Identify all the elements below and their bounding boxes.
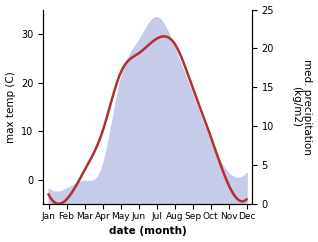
Y-axis label: max temp (C): max temp (C) [5, 71, 16, 143]
Y-axis label: med. precipitation
(kg/m2): med. precipitation (kg/m2) [291, 59, 313, 155]
X-axis label: date (month): date (month) [109, 227, 186, 236]
